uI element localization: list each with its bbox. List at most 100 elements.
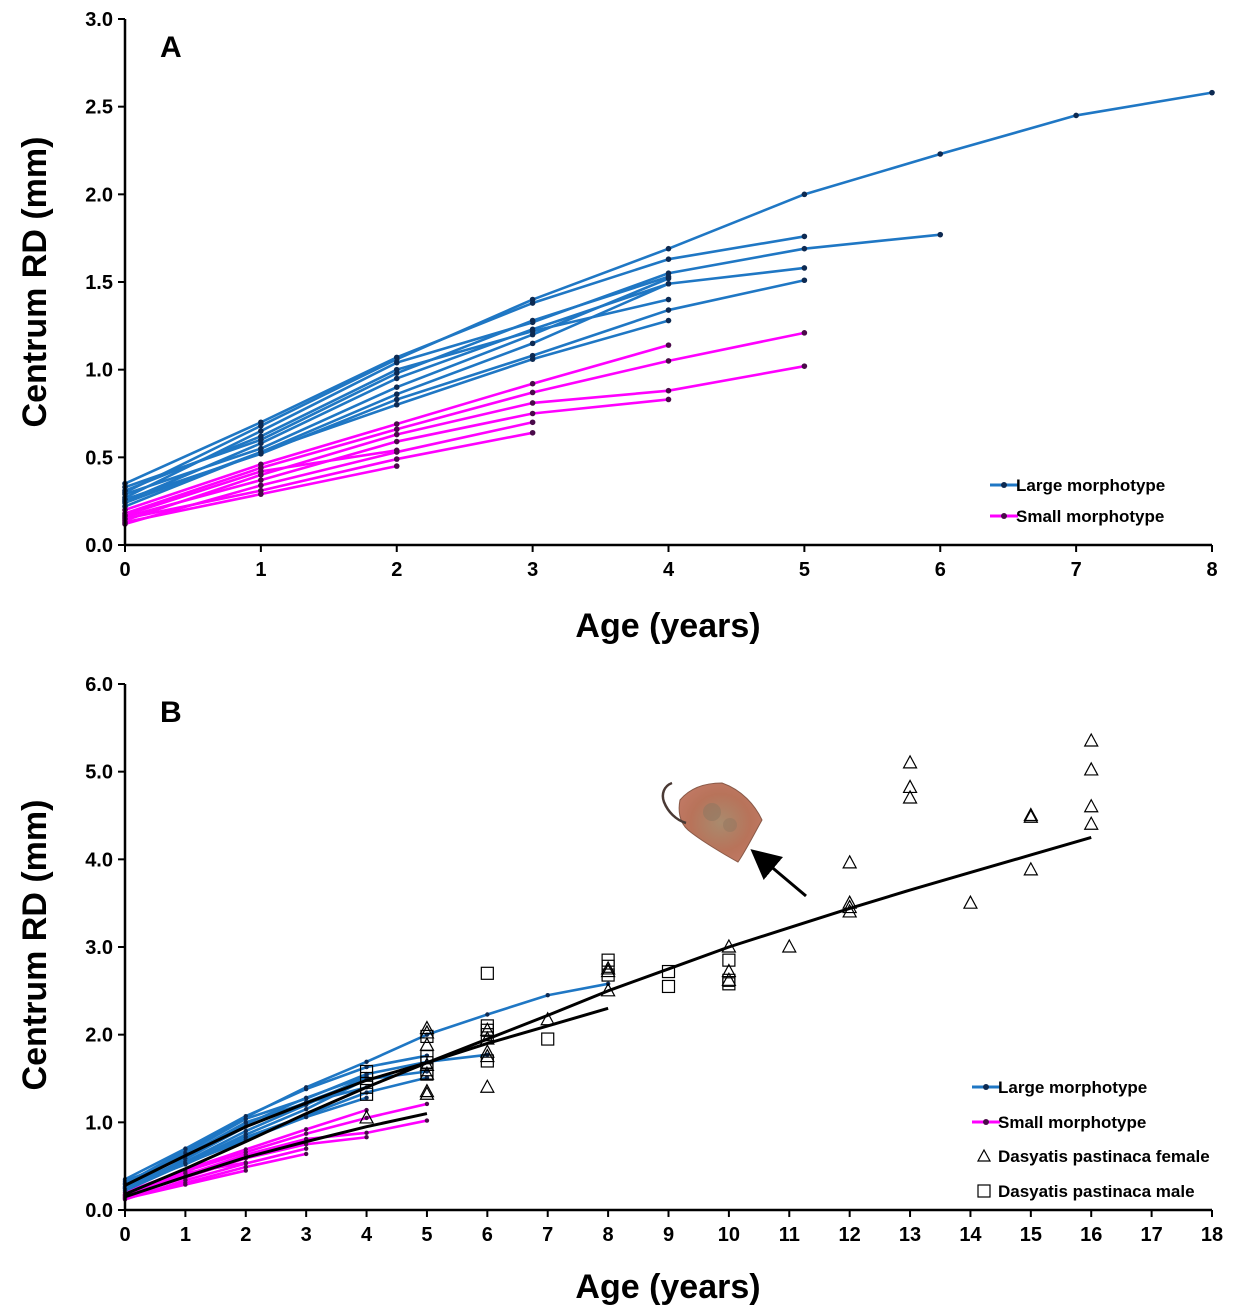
legend-small-marker [1001, 513, 1007, 519]
panel-a-x-tick-label: 5 [799, 559, 810, 581]
panel-b-x-tick-label: 18 [1201, 1224, 1223, 1246]
point-female [479, 1043, 495, 1058]
panel-b-x-tick-label: 1 [180, 1224, 191, 1246]
legend-large-marker [1001, 482, 1007, 488]
point-male [359, 1087, 374, 1101]
point-large-morphotype [258, 433, 264, 440]
point-small-morphotype [183, 1182, 188, 1187]
point-small-morphotype [801, 330, 808, 336]
legend-b-small-label: Small morphotype [998, 1113, 1146, 1132]
point-female [962, 894, 978, 909]
point-large-morphotype [1073, 112, 1079, 119]
panel-b-x-tick-label: 13 [899, 1224, 921, 1246]
point-large-morphotype [665, 245, 672, 252]
point-female [540, 1011, 556, 1026]
series-large-morphotype [124, 278, 805, 501]
point-female [842, 903, 858, 918]
point-large-morphotype [1209, 89, 1215, 96]
point-large-morphotype [937, 151, 944, 157]
point-large-morphotype [258, 440, 264, 447]
point-female [902, 779, 918, 794]
point-large-morphotype [258, 428, 264, 434]
panel-b-x-tick-label: 16 [1080, 1224, 1102, 1246]
panel-b-y-tick-label: 6.0 [85, 674, 113, 696]
series-small-morphotype [124, 364, 805, 522]
point-large-morphotype [364, 1095, 369, 1100]
legend-small-label: Small morphotype [1016, 507, 1164, 526]
point-female [1083, 732, 1099, 747]
panel-a-x-tick-label: 3 [527, 559, 538, 581]
panel-b-x-tick-label: 3 [301, 1224, 312, 1246]
panel-b-x-tick-label: 14 [959, 1224, 982, 1246]
point-large-morphotype [529, 328, 536, 334]
panel-a-x-tick-label: 7 [1071, 559, 1082, 581]
panel-b-x-tick-label: 5 [421, 1224, 432, 1246]
point-small-morphotype [183, 1170, 188, 1176]
legend-b-large-label: Large morphotype [998, 1078, 1147, 1097]
panel-a-x-tick-label: 8 [1206, 559, 1217, 581]
point-female [721, 972, 737, 986]
point-large-morphotype [545, 993, 550, 998]
point-large-morphotype [303, 1114, 309, 1120]
point-small-morphotype [424, 1101, 430, 1107]
point-female [842, 899, 858, 914]
point-large-morphotype [364, 1059, 369, 1065]
panel-a-y-tick-label: 2.5 [85, 97, 113, 119]
point-large-morphotype [937, 231, 944, 238]
point-female [479, 1048, 495, 1063]
legend-large-label: Large morphotype [1016, 476, 1165, 495]
panel-a-x-tick-label: 0 [119, 559, 130, 581]
point-male [601, 959, 615, 973]
point-small-morphotype [258, 482, 264, 489]
point-small-morphotype [258, 491, 264, 497]
point-large-morphotype [801, 233, 808, 240]
point-male [359, 1080, 374, 1094]
point-male [661, 979, 676, 994]
point-large-morphotype [393, 366, 400, 373]
point-male [420, 1056, 434, 1070]
point-small-morphotype [303, 1146, 309, 1151]
point-small-morphotype [393, 438, 400, 445]
point-female [902, 754, 918, 769]
point-female [781, 938, 797, 953]
point-male [359, 1064, 374, 1079]
point-small-morphotype [529, 380, 536, 387]
panel-a-y-tick-label: 1.5 [85, 272, 113, 294]
series-large-morphotype [124, 275, 669, 489]
point-small-morphotype [258, 477, 264, 483]
panel-b-fitted-curves [124, 835, 1092, 1199]
panel-b-x-tick-label: 9 [663, 1224, 674, 1246]
panel-a-y-tick-label: 0.5 [85, 447, 113, 469]
point-large-morphotype [303, 1095, 309, 1100]
series-large-morphotype [124, 235, 805, 485]
panel-a-y-tick-label: 2.0 [85, 184, 113, 206]
panel-a-x-tick-label: 4 [663, 559, 675, 581]
point-female [1083, 816, 1099, 830]
point-small-morphotype [243, 1164, 248, 1170]
point-large-morphotype [393, 359, 400, 366]
panel-b-label: B [160, 696, 182, 729]
point-small-morphotype [529, 419, 536, 426]
point-female [419, 1083, 435, 1098]
point-large-morphotype [665, 296, 672, 303]
point-small-morphotype [665, 342, 672, 348]
panel-b-x-tick-label: 4 [361, 1224, 373, 1246]
point-small-morphotype [665, 396, 672, 403]
panel-b: 0 1 2 3 4 5 6 7 8 9 10 11 12 13 14 15 16 17 180.01.02.03.0… [16, 674, 1223, 1306]
point-large-morphotype [801, 277, 808, 284]
panel-b-x-tick-label: 0 [119, 1224, 130, 1246]
panel-a-y-axis-title: Centrum RD (mm) [16, 137, 54, 428]
point-female [419, 1086, 435, 1100]
series-small-morphotype [124, 1102, 428, 1196]
panel-b-y-tick-label: 5.0 [85, 762, 113, 784]
point-large-morphotype [529, 317, 536, 324]
point-female [1023, 861, 1039, 876]
point-large-morphotype [485, 1012, 490, 1017]
point-small-morphotype [393, 463, 400, 469]
point-female [1023, 807, 1039, 822]
point-small-morphotype [529, 389, 536, 396]
panel-a-series [122, 89, 1215, 527]
point-female [359, 1109, 375, 1124]
point-small-morphotype [393, 431, 400, 438]
fitted-curve-1 [124, 1006, 609, 1187]
